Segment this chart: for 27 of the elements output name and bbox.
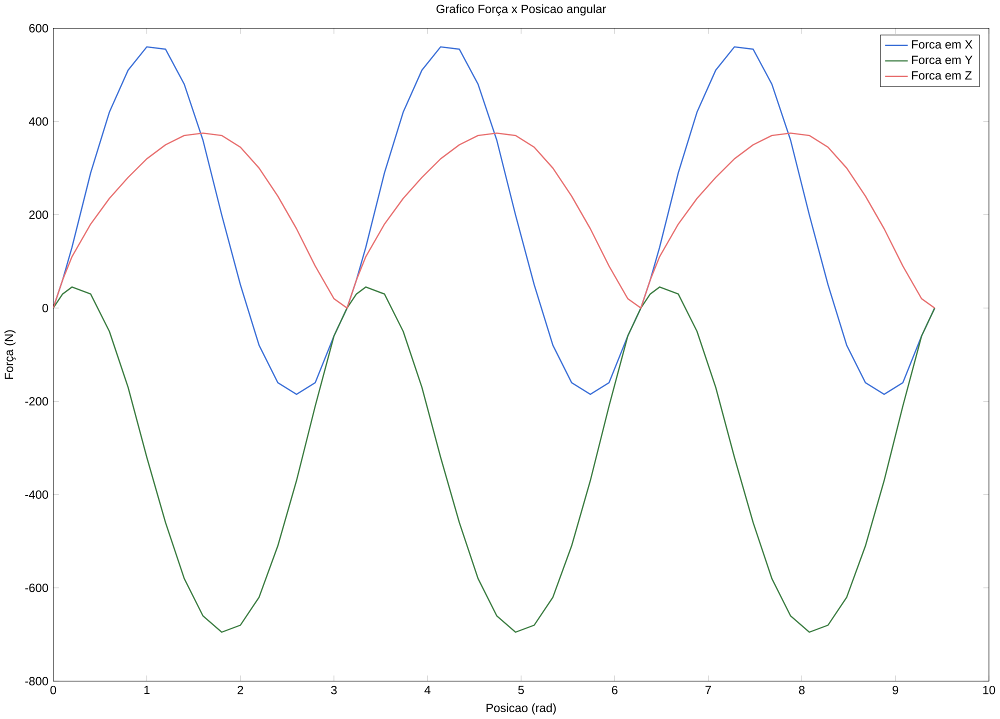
x-tick-label: 1 (144, 686, 150, 694)
x-tick-label: 5 (518, 686, 524, 694)
chart-title: Grafico Força x Posicao angular (436, 4, 606, 16)
legend-label: Forca em Y (912, 56, 972, 64)
x-tick-label: 4 (424, 686, 430, 694)
y-tick-label: -800 (25, 676, 48, 686)
line-series (53, 286, 936, 633)
x-tick-label: 8 (799, 686, 805, 694)
x-tick-label: 7 (706, 686, 711, 694)
legend-label: Forca em Z (912, 71, 972, 80)
y-tick-label: -200 (25, 397, 48, 406)
line-series (53, 132, 936, 309)
y-tick-label: -400 (25, 490, 48, 499)
y-tick-label: 400 (28, 117, 48, 126)
x-tick-label: 3 (331, 686, 337, 694)
x-axis-title: Posicao (rad) (486, 703, 556, 715)
x-tick-label: 6 (612, 686, 618, 694)
x-tick-label: 2 (238, 686, 244, 694)
legend-label: Forca em X (912, 40, 972, 49)
y-tick-label: 200 (29, 210, 48, 220)
y-tick-label: 0 (42, 304, 48, 312)
y-tick-label: 600 (29, 24, 48, 32)
y-axis-title: Força (N) (4, 330, 16, 379)
y-tick-label: -600 (25, 584, 48, 592)
x-tick-label: 0 (50, 686, 56, 694)
x-tick-label: 10 (983, 686, 996, 694)
x-tick-label: 9 (892, 686, 898, 694)
